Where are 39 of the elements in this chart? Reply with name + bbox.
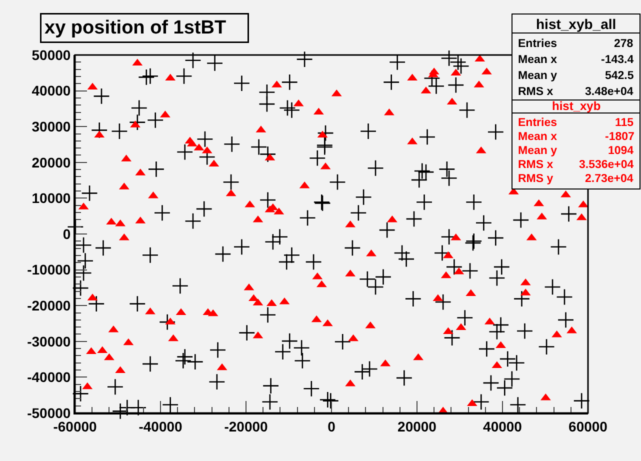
annotation: Entries bbox=[518, 117, 557, 129]
annotation: 2.73e+04 bbox=[585, 173, 634, 185]
annotation: hist_xyb bbox=[552, 99, 601, 113]
x-tick-label: 0 bbox=[328, 418, 336, 434]
y-tick-label: 50000 bbox=[32, 46, 71, 63]
x-tick-label: 60000 bbox=[568, 418, 608, 434]
annotation: RMS x bbox=[518, 159, 554, 171]
x-tick-label: -40000 bbox=[138, 418, 183, 434]
annotation: 3.48e+04 bbox=[585, 86, 634, 98]
annotation: 3.536e+04 bbox=[579, 159, 634, 171]
annotation: Mean x bbox=[518, 131, 558, 143]
x-tick-label: 20000 bbox=[398, 418, 437, 434]
y-tick-label: 20000 bbox=[32, 154, 71, 170]
x-tick-label: -20000 bbox=[224, 418, 268, 434]
x-tick-label: -60000 bbox=[53, 418, 98, 434]
annotation: Mean y bbox=[518, 145, 558, 157]
x-tick-label: 40000 bbox=[483, 418, 522, 434]
text: -143.4 bbox=[601, 54, 634, 66]
text: 278 bbox=[614, 38, 634, 50]
y-tick-label: -50000 bbox=[27, 404, 71, 421]
text: -1807 bbox=[605, 131, 634, 143]
annotation: RMS x bbox=[518, 86, 554, 98]
text: hist_xyb_all bbox=[536, 16, 616, 32]
y-tick-label: 10000 bbox=[32, 190, 71, 206]
y-tick-label: -10000 bbox=[27, 262, 71, 278]
annotation: RMS y bbox=[518, 173, 554, 185]
y-tick-label: -30000 bbox=[27, 333, 71, 350]
y-tick-label: 30000 bbox=[32, 118, 71, 134]
annotation: Mean x bbox=[518, 54, 558, 66]
text: 115 bbox=[615, 117, 634, 129]
text: 1094 bbox=[608, 145, 634, 157]
y-tick-label: -20000 bbox=[27, 298, 71, 314]
chart-title: xy position of 1stBT bbox=[44, 18, 226, 38]
text: 542.5 bbox=[605, 70, 634, 82]
y-tick-label: 40000 bbox=[32, 82, 71, 99]
y-tick-label: -40000 bbox=[27, 369, 71, 386]
y-tick-label: 0 bbox=[62, 226, 71, 242]
text: Entries bbox=[518, 38, 557, 50]
annotation: Mean y bbox=[518, 70, 558, 82]
